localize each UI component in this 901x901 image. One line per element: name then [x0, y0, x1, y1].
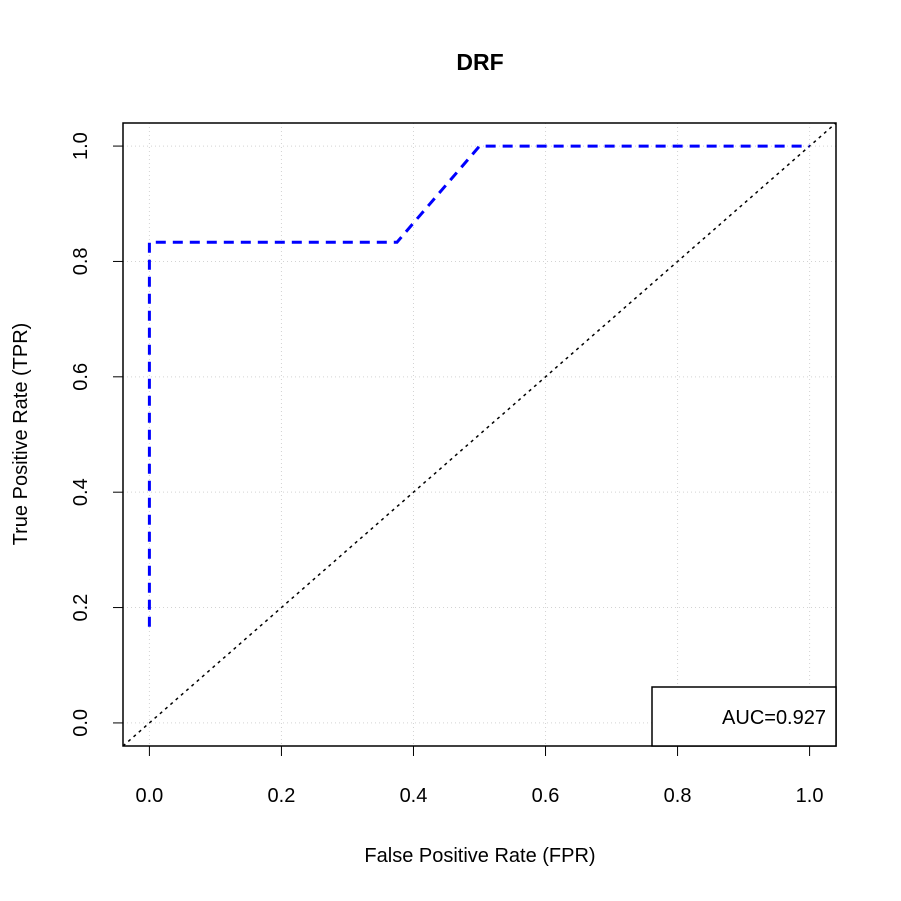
- grid: [123, 123, 836, 746]
- x-tick-label: 0.0: [136, 785, 164, 807]
- y-tick-label: 0.0: [70, 709, 92, 737]
- roc-curve-line: [147, 144, 810, 627]
- x-tick-label: 0.2: [268, 785, 296, 807]
- y-tick-label: 0.2: [70, 594, 92, 622]
- x-tick-label: 0.8: [664, 785, 692, 807]
- x-axis-label: False Positive Rate (FPR): [364, 845, 595, 867]
- y-tick-label: 0.6: [70, 363, 92, 391]
- x-tick-label: 1.0: [796, 785, 824, 807]
- x-axis-ticks: 0.0 0.2 0.4 0.6 0.8 1.0: [136, 745, 824, 807]
- x-tick-label: 0.4: [400, 785, 428, 807]
- y-tick-label: 0.4: [70, 478, 92, 506]
- legend-auc-text: AUC=0.927: [722, 707, 826, 729]
- y-tick-label: 0.8: [70, 247, 92, 275]
- reference-diagonal-line: [122, 122, 837, 747]
- x-tick-label: 0.6: [532, 785, 560, 807]
- chart-title: DRF: [456, 49, 503, 75]
- y-tick-label: 1.0: [70, 132, 92, 160]
- y-axis-ticks: 0.0 0.2 0.4 0.6 0.8 1.0: [70, 132, 124, 737]
- plot-frame: [122, 122, 837, 747]
- legend-box: [651, 686, 837, 747]
- y-axis-label: True Positive Rate (TPR): [10, 323, 32, 546]
